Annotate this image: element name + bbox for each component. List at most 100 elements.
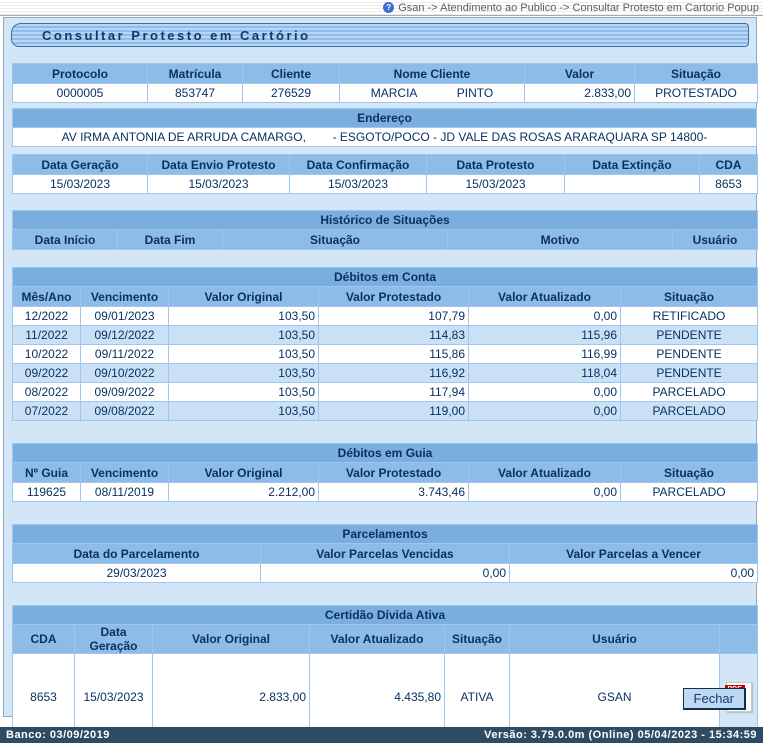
fechar-button[interactable]: Fechar [682, 688, 746, 710]
cell: 103,50 [168, 363, 319, 383]
column-header: Situação [444, 624, 510, 654]
column-header: Motivo [447, 229, 673, 250]
help-icon[interactable]: ? [383, 2, 395, 13]
endereco-value: AV IRMA ANTONIA DE ARRUDA CAMARGO, - ESG… [12, 127, 757, 147]
column-header: Data Geração [74, 624, 153, 654]
page-title: Consultar Protesto em Cartório [11, 23, 749, 47]
column-header: Valor Atualizado [468, 286, 621, 307]
cell: 115,96 [468, 325, 621, 345]
cell: PENDENTE [619, 325, 759, 345]
cell: 116,92 [318, 363, 469, 383]
cell: 119,00 [318, 401, 469, 421]
cell: 15/03/2023 [289, 174, 427, 194]
status-bar: Banco: 03/09/2019 Versão: 3.79.0.0m (Onl… [0, 727, 763, 743]
column-header: Valor Protestado [318, 462, 469, 483]
column-header: Situação [619, 286, 759, 307]
column-header: Valor Atualizado [468, 462, 621, 483]
table-row: 15/03/2023 15/03/2023 15/03/2023 15/03/2… [12, 174, 758, 194]
breadcrumb-bar: ? Gsan -> Atendimento ao Publico -> Consu… [0, 0, 763, 16]
section-title: Certidão Dívida Ativa [11, 605, 759, 625]
cell: 0,00 [260, 563, 510, 583]
parcelamentos-table: Parcelamentos Data do Parcelamento Valor… [11, 524, 759, 583]
historico-table: Histórico de Situações Data Início Data … [12, 210, 758, 250]
cell: 08/2022 [12, 382, 81, 402]
table-row: 0000005 853747 276529 MARCIA PINTO 2.833… [12, 83, 758, 103]
cell: 103,50 [168, 401, 319, 421]
column-header: Data Confirmação [289, 154, 427, 175]
column-header: Data Extinção [564, 154, 700, 175]
table-row: 07/2022 09/08/2022 103,50 119,00 0,00 PARCELA… [12, 401, 759, 421]
breadcrumb: Gsan -> Atendimento ao Publico -> Consul… [398, 1, 759, 14]
column-header: Nome Cliente [339, 63, 525, 84]
debitos-guia-table: Débitos em Guia Nº Guia Vencimento Valor… [11, 443, 759, 502]
column-header: Valor Original [168, 462, 319, 483]
section-title: Débitos em Conta [11, 267, 759, 287]
column-header: Valor Original [152, 624, 310, 654]
column-header: Data Início [12, 229, 118, 250]
status-bar-left: Banco: 03/09/2019 [6, 729, 110, 741]
cell [564, 174, 700, 194]
cell: 0,00 [468, 382, 621, 402]
column-header: CDA [699, 154, 758, 175]
cell: 15/03/2023 [147, 174, 290, 194]
table-row: 119625 08/11/2019 2.212,00 3.743,46 0,00 PARC… [12, 482, 759, 502]
table-row: 08/2022 09/09/2022 103,50 117,94 0,00 PARCELA… [12, 382, 759, 402]
column-header: Valor Original [168, 286, 319, 307]
cell: PARCELADO [619, 482, 759, 502]
cell: 4.435,80 [309, 653, 445, 741]
cell: 09/01/2023 [80, 306, 169, 326]
cell: 09/10/2022 [80, 363, 169, 383]
cell: 09/09/2022 [80, 382, 169, 402]
status-bar-right: Versão: 3.79.0.0m (Online) 05/04/2023 - … [484, 729, 757, 741]
cell: 8653 [699, 174, 758, 194]
column-header: CDA [12, 624, 75, 654]
cell: 0,00 [468, 306, 621, 326]
cell: 29/03/2023 [12, 563, 261, 583]
table-row: AV IRMA ANTONIA DE ARRUDA CAMARGO, - ESG… [12, 127, 757, 147]
cell: 107,79 [318, 306, 469, 326]
cell: 15/03/2023 [12, 174, 148, 194]
column-header: Valor Parcelas a Vencer [508, 543, 759, 564]
column-header: Valor [524, 63, 635, 84]
cell: 2.833,00 [524, 83, 635, 103]
table-row: 10/2022 09/11/2022 103,50 115,86 116,99 PENDE… [12, 344, 759, 364]
section-title: Parcelamentos [11, 524, 759, 544]
cell: 116,99 [468, 344, 621, 364]
cell: 11/2022 [12, 325, 81, 345]
cell: MARCIA PINTO [339, 83, 525, 103]
cell: 0,00 [508, 563, 759, 583]
cell: 115,86 [318, 344, 469, 364]
column-header: Valor Atualizado [309, 624, 445, 654]
cell: 0000005 [12, 83, 148, 103]
cell: 09/08/2022 [80, 401, 169, 421]
table-row: 8653 15/03/2023 2.833,00 4.435,80 ATIVA … [12, 653, 759, 741]
cell: 117,94 [318, 382, 469, 402]
protesto-table: Protocolo Matrícula Cliente Nome Cliente… [12, 63, 758, 103]
column-header: Mês/Ano [12, 286, 81, 307]
endereco-table: Endereço AV IRMA ANTONIA DE ARRUDA CAMAR… [12, 108, 757, 147]
column-header: Valor Parcelas Vencidas [260, 543, 510, 564]
datas-table: Data Geração Data Envio Protesto Data Co… [12, 154, 758, 194]
cell: PENDENTE [619, 363, 759, 383]
cell: 09/11/2022 [80, 344, 169, 364]
status-badge: ATIVA [444, 653, 510, 741]
cell: 3.743,46 [318, 482, 469, 502]
cell: 276529 [242, 83, 340, 103]
column-header: Data Protesto [426, 154, 565, 175]
cell: 103,50 [168, 344, 319, 364]
table-row: 29/03/2023 0,00 0,00 [12, 563, 759, 583]
debitos-conta-table: Débitos em Conta Mês/Ano Vencimento Valo… [11, 267, 759, 421]
column-header: Data Geração [12, 154, 148, 175]
cell: 103,50 [168, 306, 319, 326]
column-header: Data Fim [117, 229, 223, 250]
cell: 12/2022 [12, 306, 81, 326]
column-header: Usuário [672, 229, 758, 250]
section-title: Endereço [12, 108, 757, 128]
column-header: Vencimento [80, 286, 169, 307]
cda-table: Certidão Dívida Ativa CDA Data Geração V… [11, 605, 759, 741]
cell: 103,50 [168, 382, 319, 402]
cell: PARCELADO [619, 401, 759, 421]
column-header: Situação [634, 63, 758, 84]
cell: 853747 [147, 83, 243, 103]
column-header: Data Envio Protesto [147, 154, 290, 175]
